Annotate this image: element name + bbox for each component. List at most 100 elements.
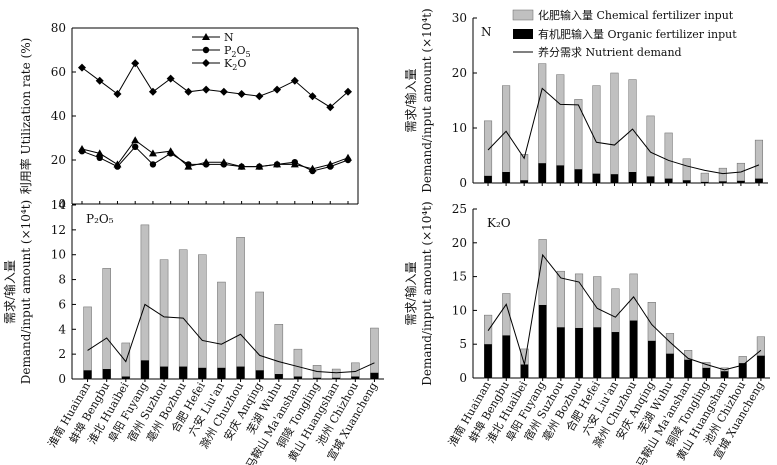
- point-k2o: [202, 85, 211, 94]
- y-axis-sublabel: Demand/input amount (×10⁴t): [19, 200, 33, 385]
- bar-organic: [684, 359, 692, 378]
- series-line-p2o5: [81, 146, 349, 172]
- bar-chemical: [718, 167, 727, 184]
- bar-organic: [700, 181, 709, 183]
- bar-chemical: [217, 281, 226, 380]
- y-tick-label: 25: [452, 202, 467, 216]
- bar-organic: [484, 175, 492, 183]
- bar-organic: [502, 335, 511, 378]
- y-axis-label-group: 需求/输入量 Demand/input amount (×10⁴t): [403, 201, 434, 386]
- bar-chemical: [682, 158, 691, 184]
- series-line-demand: [487, 87, 760, 175]
- y-axis-sublabel: Demand/input amount (×10⁴t): [420, 201, 434, 386]
- y-tick-label: 5: [459, 337, 467, 351]
- bar-organic: [737, 180, 745, 183]
- panel-label: N: [481, 25, 492, 39]
- y-tick-label: 40: [51, 109, 66, 123]
- bar-organic: [666, 353, 674, 378]
- y-tick-label: 6: [58, 297, 66, 311]
- bar-chemical: [293, 348, 303, 380]
- bar-chemical: [102, 268, 111, 380]
- bar-organic: [538, 304, 547, 378]
- bar-chemical: [592, 85, 601, 184]
- legend-subscript: 2: [231, 50, 236, 59]
- bar-organic: [121, 376, 130, 379]
- bar-chemical: [331, 368, 341, 380]
- series-line-demand: [87, 303, 375, 374]
- bar-organic: [664, 178, 673, 183]
- bar-organic: [502, 172, 510, 183]
- legend-label: P2O5: [224, 44, 251, 59]
- bar-organic: [520, 180, 528, 183]
- y-axis-label-group: 利用率 Utilization rate (%): [18, 38, 33, 195]
- bar-organic: [217, 367, 226, 379]
- bar-organic: [646, 176, 655, 183]
- point-p2o5: [96, 154, 103, 161]
- bar-organic: [575, 327, 583, 378]
- bar-organic: [557, 327, 565, 378]
- bar-organic: [484, 344, 492, 378]
- legend-swatch-chemical: [512, 9, 534, 21]
- bar-organic: [520, 364, 529, 378]
- bar-chemical: [140, 224, 150, 380]
- bar-chemical: [159, 259, 169, 380]
- y-axis-label-group: 需求/输入量 Demand/input amount (×10⁴t): [2, 200, 33, 385]
- point-k2o: [131, 59, 140, 68]
- y-tick-label: 20: [452, 236, 467, 250]
- y-tick-label: 10: [51, 248, 66, 262]
- legend-label: 有机肥输入量 Organic fertilizer input: [538, 27, 737, 41]
- y-tick-label: 14: [51, 198, 67, 212]
- bar-chemical: [236, 237, 245, 380]
- y-tick-label: 0: [459, 371, 467, 385]
- bar-organic: [313, 377, 322, 379]
- panel-label: P₂O₅: [86, 212, 114, 226]
- panel-label: K₂O: [487, 216, 511, 230]
- bar-organic: [647, 340, 656, 378]
- series-line-k2o: [81, 62, 349, 108]
- y-tick-label: 30: [452, 11, 467, 25]
- bar-organic: [160, 366, 169, 379]
- point-p2o5: [291, 159, 298, 166]
- bar-chemical: [754, 139, 764, 184]
- point-p2o5: [78, 148, 86, 155]
- point-p2o5: [149, 161, 157, 168]
- bar-organic: [556, 165, 565, 183]
- bar-organic: [538, 163, 547, 183]
- y-axis-label: 需求/输入量: [2, 260, 17, 324]
- bar-chemical: [274, 324, 284, 380]
- bar-organic: [611, 332, 620, 378]
- point-p2o5: [256, 163, 263, 170]
- y-tick-label: 10: [452, 303, 467, 317]
- y-tick-label: 0: [58, 372, 66, 386]
- point-n: [148, 149, 157, 157]
- y-tick-label: 60: [51, 65, 66, 79]
- y-axis-label-group: 需求/输入量 Demand/input amount (×10⁴t): [403, 8, 434, 193]
- legend-label: 养分需求 Nutrient demand: [538, 45, 682, 59]
- y-tick-label: 20: [51, 153, 66, 167]
- legend-label: N: [224, 31, 234, 44]
- bar-organic: [719, 181, 727, 183]
- bar-chart-2: 0 2 4 6 8 10 12 14 P₂O₅ 需求/输入量 Demand/input amount…: [2, 198, 384, 465]
- point-k2o: [148, 87, 157, 96]
- point-k2o: [255, 92, 264, 101]
- point-k2o: [95, 76, 104, 85]
- legend-subscript: 5: [246, 50, 251, 59]
- bar-organic: [682, 180, 691, 183]
- y-axis-label: 利用率 Utilization rate (%): [18, 38, 33, 195]
- legend-suffix: O: [237, 57, 246, 70]
- bar-organic: [274, 374, 283, 379]
- legend-swatch-organic: [513, 29, 533, 39]
- legend-label: K2O: [224, 57, 246, 72]
- point-p2o5: [344, 156, 352, 164]
- y-axis-sublabel: Demand/input amount (×10⁴t): [420, 8, 434, 193]
- point-p2o5: [309, 167, 316, 175]
- point-k2o: [184, 87, 193, 96]
- y-tick-label: 80: [51, 21, 66, 35]
- bar-organic: [592, 173, 601, 183]
- point-k2o: [113, 90, 122, 98]
- y-axis-label: 需求/输入量: [403, 261, 418, 325]
- bar-chemical: [610, 72, 619, 184]
- point-p2o5: [220, 161, 228, 168]
- bar-chart-1: 0 10 20 30 N 需求/输入量 Demand/input amount (×10⁴t…: [403, 8, 768, 193]
